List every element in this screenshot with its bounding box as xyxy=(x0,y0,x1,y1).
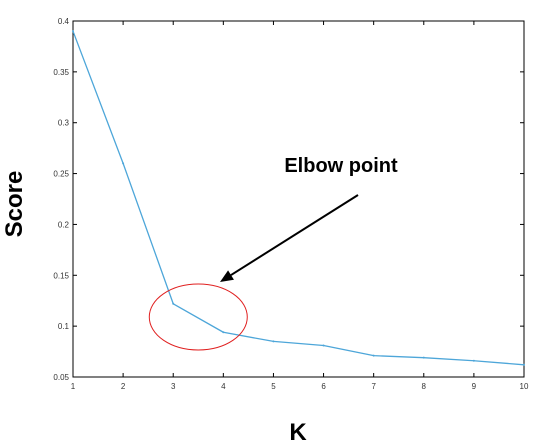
series-line xyxy=(72,30,525,366)
data-point xyxy=(422,356,425,359)
data-point xyxy=(172,302,175,305)
data-point xyxy=(472,359,475,362)
x-tick-label: 7 xyxy=(371,382,376,391)
arrow-head xyxy=(220,270,234,282)
y-axis-title: Score xyxy=(1,171,28,238)
axes xyxy=(72,20,525,378)
x-tick-label: 10 xyxy=(520,382,529,391)
plot-frame xyxy=(72,20,525,378)
arrow-shaft xyxy=(230,194,359,276)
annotation xyxy=(148,194,359,351)
x-axis-title: K xyxy=(289,419,307,446)
plot-area xyxy=(72,30,525,366)
y-tick-label: 0.2 xyxy=(58,220,70,229)
data-point xyxy=(372,354,375,357)
x-tick-label: 5 xyxy=(271,382,276,391)
data-point xyxy=(272,340,275,343)
x-tick-label: 9 xyxy=(472,382,477,391)
data-point xyxy=(322,344,325,347)
y-tick-label: 0.1 xyxy=(58,322,70,331)
y-tick-label: 0.35 xyxy=(53,68,69,77)
data-point xyxy=(523,363,525,366)
data-point xyxy=(222,331,225,334)
y-tick-label: 0.4 xyxy=(58,17,70,26)
y-tick-label: 0.15 xyxy=(53,271,69,280)
x-tick-label: 2 xyxy=(121,382,126,391)
y-tick-label: 0.3 xyxy=(58,119,70,128)
tick-marks: 1 2 3 4 5 6 7 8 9 10 0.05 0.1 0.15 0.2 0.25 0.3 0.35 0.4 xyxy=(53,17,529,391)
annotation-label: Elbow point xyxy=(284,155,398,177)
y-tick-label: 0.05 xyxy=(53,373,69,382)
y-tick-label: 0.25 xyxy=(53,170,69,179)
x-tick-label: 1 xyxy=(71,382,76,391)
x-tick-label: 4 xyxy=(221,382,226,391)
x-tick-label: 3 xyxy=(171,382,176,391)
data-point xyxy=(122,162,125,165)
data-point xyxy=(72,30,74,33)
x-tick-label: 8 xyxy=(422,382,427,391)
highlight-ellipse xyxy=(148,283,248,351)
x-tick-label: 6 xyxy=(321,382,326,391)
